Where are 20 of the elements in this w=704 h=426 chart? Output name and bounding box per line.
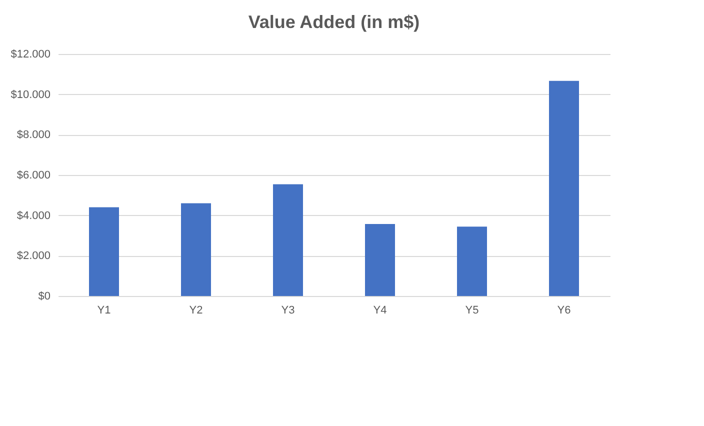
bar <box>273 184 303 296</box>
y-tick-label: $10.000 <box>10 88 50 101</box>
bar <box>549 80 579 296</box>
y-tick-label: $4.000 <box>16 210 50 222</box>
bar <box>365 224 395 296</box>
x-tick-label: Y4 <box>373 304 387 316</box>
bar <box>181 203 211 296</box>
x-tick-label: Y6 <box>557 304 571 316</box>
bar <box>457 226 487 296</box>
x-tick-label: Y2 <box>189 304 203 316</box>
y-tick-label: $2.000 <box>16 250 50 262</box>
x-tick-label: Y1 <box>97 304 111 316</box>
y-tick-label: $6.000 <box>16 170 50 182</box>
x-tick-label: Y3 <box>281 304 295 316</box>
x-tick-label: Y5 <box>465 304 479 316</box>
bar <box>89 207 119 296</box>
y-tick-label: $8.000 <box>16 129 50 142</box>
chart-title: Value Added (in m$) <box>248 12 420 32</box>
y-tick-label: $12.000 <box>10 48 50 60</box>
y-tick-label: $0 <box>38 290 50 302</box>
